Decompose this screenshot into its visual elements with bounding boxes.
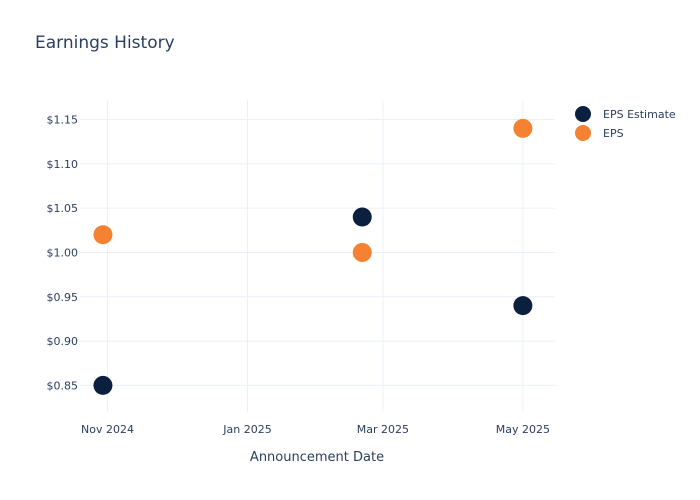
x-tick-label: Mar 2025 — [357, 423, 409, 436]
y-tick-label: $1.10 — [47, 158, 79, 171]
data-point-eps[interactable] — [93, 225, 113, 245]
legend[interactable]: EPS Estimate EPS — [575, 106, 676, 141]
y-tick-label: $0.85 — [47, 379, 79, 392]
data-point-eps[interactable] — [352, 242, 372, 262]
tick-layer: $0.85 $0.90 $0.95 $1.00 $1.05 $1.10 $1.15 Nov 2… — [47, 114, 550, 437]
legend-label[interactable]: EPS — [603, 127, 624, 140]
data-point-eps-estimate[interactable] — [513, 296, 533, 316]
y-tick-label: $1.05 — [47, 202, 79, 215]
x-tick-label: Jan 2025 — [222, 423, 271, 436]
data-point-eps[interactable] — [513, 118, 533, 138]
chart-title: Earnings History — [35, 33, 175, 53]
x-tick-label: Nov 2024 — [81, 423, 134, 436]
y-tick-label: $0.90 — [47, 335, 79, 348]
x-axis-title: Announcement Date — [250, 450, 384, 465]
y-tick-label: $1.00 — [47, 246, 79, 259]
legend-label[interactable]: EPS Estimate — [603, 108, 676, 121]
legend-marker[interactable] — [575, 106, 591, 122]
grid-layer — [80, 100, 555, 412]
data-point-eps-estimate[interactable] — [93, 375, 113, 395]
x-tick-label: May 2025 — [496, 423, 550, 436]
y-tick-label: $1.15 — [47, 114, 79, 127]
legend-marker[interactable] — [575, 125, 591, 141]
y-tick-label: $0.95 — [47, 291, 79, 304]
data-point-eps-estimate[interactable] — [352, 207, 372, 227]
point-layer — [93, 118, 533, 395]
